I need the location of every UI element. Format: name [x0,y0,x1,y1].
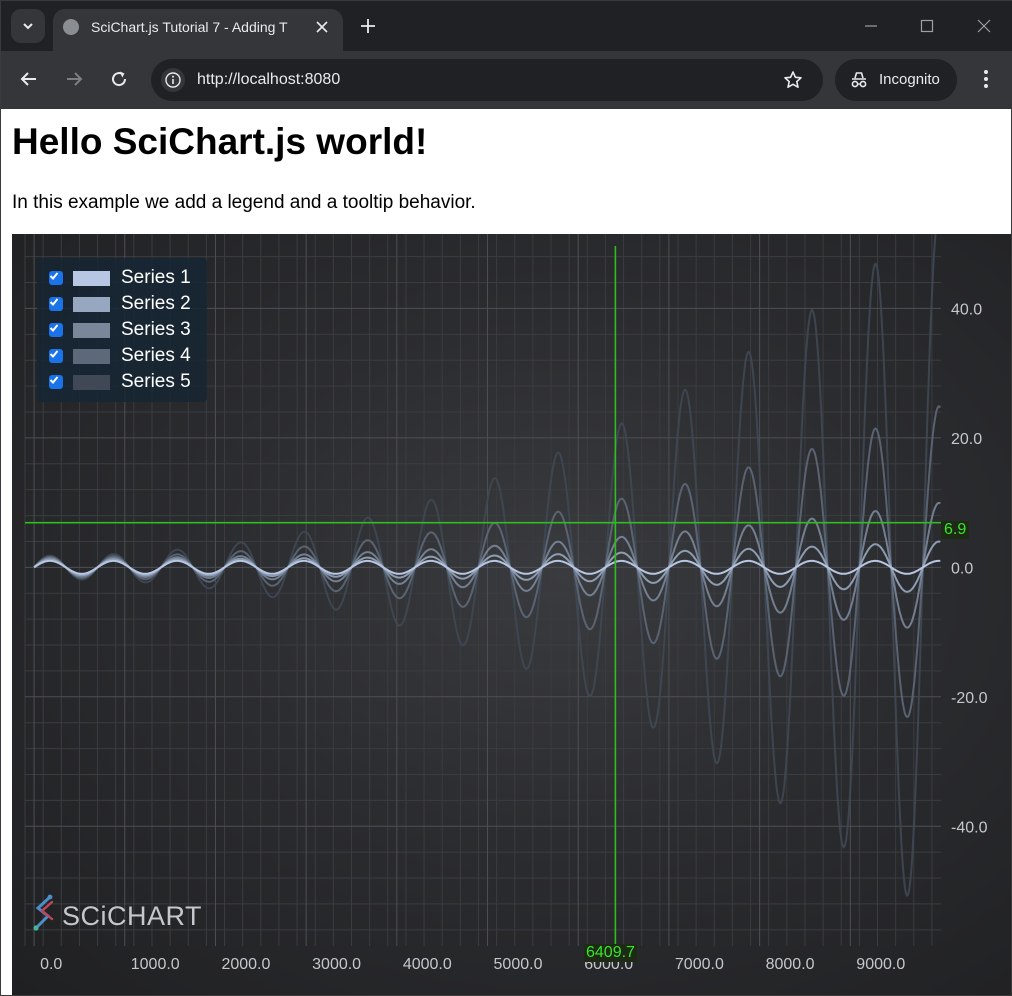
close-icon [977,19,991,33]
scichart-surface[interactable]: 0.0 1000.0 2000.0 3000.0 4000.0 5000.0 6000.0 7… [12,234,1011,995]
legend-swatch-series-3 [73,323,110,338]
legend-checkbox-series-5[interactable] [49,375,63,389]
legend-item-series-3[interactable]: Series 3 [49,319,207,343]
tab-strip: SciChart.js Tutorial 7 - Adding T [1,1,1012,51]
arrow-left-icon [20,72,36,86]
y-axis-tick-label: 20.0 [951,431,982,448]
legend-item-series-2[interactable]: Series 2 [49,293,207,317]
y-axis-tick-label: 40.0 [951,301,982,318]
checkmark-icon [49,376,59,384]
x-axis-tick-label: 7000.0 [675,956,724,973]
series-line-5 [33,234,937,897]
legend-checkbox-series-4[interactable] [49,349,63,363]
checkmark-icon [49,350,59,358]
legend-item-series-5[interactable]: Series 5 [49,371,207,395]
legend-label-series-2: Series 2 [121,293,191,314]
legend-swatch-series-1 [73,271,110,286]
y-axis-tick-label: 0.0 [951,560,973,577]
series-line-4 [33,405,942,718]
browser-toolbar: http://localhost:8080 Incognito [1,51,1012,109]
cursor-x-value-label: 6409.7 [584,944,637,962]
maximize-icon [920,19,934,33]
chevron-down-icon [23,23,33,30]
forward-button[interactable] [60,65,88,93]
legend-item-series-4[interactable]: Series 4 [49,345,207,369]
incognito-button[interactable]: Incognito [835,59,957,101]
close-window-button[interactable] [969,13,999,39]
legend-label-series-5: Series 5 [121,371,191,392]
globe-icon [63,19,79,35]
x-axis-tick-label: 1000.0 [131,956,180,973]
legend-checkbox-series-1[interactable] [49,271,63,285]
legend-swatch-series-5 [73,375,110,390]
intro-text: In this example we add a legend and a to… [12,192,476,213]
more-vertical-icon [984,70,988,88]
legend-swatch-series-4 [73,349,110,364]
scichart-logo-icon [33,894,54,931]
cursor-y-value-label: 6.9 [941,521,970,539]
legend-label-series-1: Series 1 [121,267,191,288]
x-axis-tick-label: 2000.0 [221,956,270,973]
legend-label-series-4: Series 4 [121,345,191,366]
chart-legend: Series 1 Series 2 Series 3 Series 4 [37,258,207,402]
legend-checkbox-series-3[interactable] [49,323,63,337]
bookmark-star-icon[interactable] [781,68,805,92]
checkmark-icon [49,298,59,306]
page-content: Hello SciChart.js world! In this example… [1,109,1011,995]
scichart-watermark: SCiCHART [30,894,230,934]
page-title: Hello SciChart.js world! [12,121,428,162]
chart-svg[interactable]: 0.0 1000.0 2000.0 3000.0 4000.0 5000.0 6000.0 7… [12,234,1011,995]
reload-icon [112,71,127,87]
back-button[interactable] [15,65,43,93]
y-axis-tick-label: -40.0 [951,819,988,836]
browser-menu-button[interactable] [973,65,999,93]
watermark-text: SCiCHART [62,901,203,931]
reload-button[interactable] [105,65,133,93]
x-axis-tick-label: 9000.0 [856,956,905,973]
minimize-button[interactable] [856,13,886,39]
new-tab-button[interactable] [355,13,381,39]
legend-swatch-series-2 [73,297,110,312]
checkmark-icon [49,272,59,280]
url-text[interactable]: http://localhost:8080 [197,71,341,88]
checkmark-icon [49,324,59,332]
x-axis-tick-label: 4000.0 [403,956,452,973]
minimize-icon [865,25,877,27]
x-axis-tick-label: 8000.0 [766,956,815,973]
x-axis-tick-label: 0.0 [40,956,62,973]
legend-label-series-3: Series 3 [121,319,191,340]
browser-tab[interactable]: SciChart.js Tutorial 7 - Adding T [53,9,343,51]
incognito-label: Incognito [879,71,940,88]
tab-search-button[interactable] [11,9,45,43]
plus-icon [361,19,375,33]
tab-title: SciChart.js Tutorial 7 - Adding T [91,19,288,35]
legend-checkbox-series-2[interactable] [49,297,63,311]
tab-close-button[interactable] [311,16,333,38]
series-line-3 [33,501,941,629]
legend-item-series-1[interactable]: Series 1 [49,267,207,291]
maximize-button[interactable] [912,13,942,39]
incognito-icon [851,72,867,88]
series-line-1 [33,559,941,575]
address-bar[interactable]: http://localhost:8080 [151,59,823,101]
y-axis-tick-label: -20.0 [951,690,988,707]
arrow-right-icon [67,72,83,86]
x-axis-tick-label: 5000.0 [494,956,543,973]
close-icon [316,21,328,33]
site-info-icon[interactable] [161,68,185,92]
x-axis-tick-label: 3000.0 [312,956,361,973]
